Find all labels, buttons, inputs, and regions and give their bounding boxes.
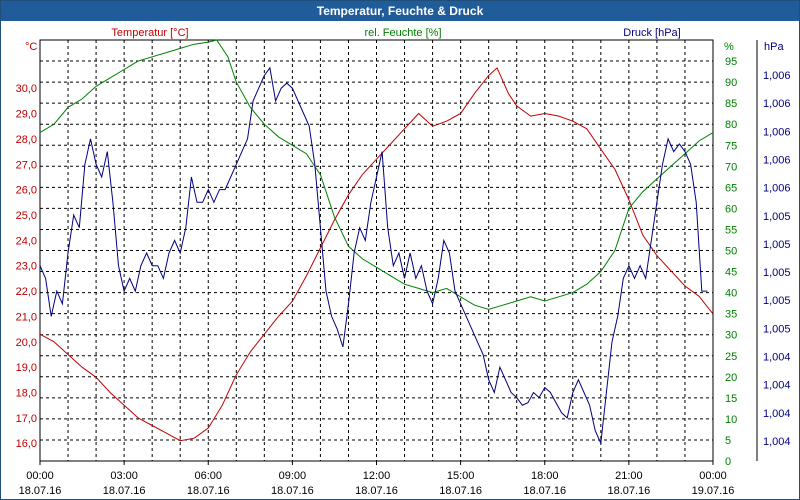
- x-tick-date: 18.07.16: [187, 485, 230, 497]
- humidity-axis-title: rel. Feuchte [%]: [364, 27, 441, 39]
- temperature-tick-label: 29,0: [16, 109, 37, 121]
- pressure-tick-label: 1,006: [763, 183, 791, 195]
- x-tick-time: 15:00: [447, 470, 475, 482]
- temperature-tick-label: 18,0: [16, 388, 37, 400]
- humidity-tick-label: 5: [725, 435, 731, 447]
- x-tick-time: 00:00: [26, 470, 54, 482]
- pressure-tick-label: 1,006: [763, 70, 791, 82]
- humidity-tick-label: 30: [725, 330, 737, 342]
- pressure-unit-label: hPa: [764, 41, 784, 53]
- axis-labels: 00:00 18.07.16 03:00 18.07.16 06:00 18.07.16 0…: [16, 27, 791, 497]
- humidity-tick-label: 80: [725, 119, 737, 131]
- humidity-tick-label: 45: [725, 267, 737, 279]
- temperature-tick-label: 23,0: [16, 261, 37, 273]
- humidity-tick-label: 65: [725, 182, 737, 194]
- x-tick-time: 09:00: [279, 470, 307, 482]
- x-tick-time: 21:00: [615, 470, 643, 482]
- pressure-tick-label: 1,005: [763, 295, 791, 307]
- pressure-axis-title: Druck [hPa]: [623, 27, 680, 39]
- pressure-tick-label: 1,004: [763, 352, 791, 364]
- humidity-tick-label: 55: [725, 224, 737, 236]
- humidity-tick-label: 0: [725, 456, 731, 468]
- temperature-tick-label: 16,0: [16, 438, 37, 450]
- humidity-tick-label: 40: [725, 288, 737, 300]
- pressure-tick-label: 1,004: [763, 380, 791, 392]
- x-tick-date: 19.07.16: [692, 485, 735, 497]
- x-tick-date: 18.07.16: [19, 485, 62, 497]
- x-tick-date: 18.07.16: [355, 485, 398, 497]
- pressure-tick-label: 1,005: [763, 211, 791, 223]
- temperature-tick-label: 27,0: [16, 159, 37, 171]
- pressure-tick-label: 1,005: [763, 267, 791, 279]
- pressure-tick-label: 1,006: [763, 154, 791, 166]
- humidity-tick-label: 60: [725, 203, 737, 215]
- pressure-tick-label: 1,004: [763, 408, 791, 420]
- humidity-tick-label: 35: [725, 309, 737, 321]
- humidity-tick-label: 75: [725, 140, 737, 152]
- x-tick-date: 18.07.16: [523, 485, 566, 497]
- pressure-tick-label: 1,004: [763, 436, 791, 448]
- chart-title: Temperatur, Feuchte & Druck: [1, 1, 799, 21]
- humidity-tick-label: 70: [725, 161, 737, 173]
- temperature-tick-label: 21,0: [16, 311, 37, 323]
- x-tick-time: 00:00: [699, 470, 727, 482]
- humidity-tick-label: 20: [725, 372, 737, 384]
- series-line-temperature: [39, 67, 714, 442]
- x-tick-time: 18:00: [531, 470, 559, 482]
- humidity-tick-label: 95: [725, 56, 737, 68]
- x-tick-time: 06:00: [194, 470, 222, 482]
- temperature-unit-label: °C: [25, 41, 37, 53]
- temperature-tick-label: 20,0: [16, 337, 37, 349]
- temperature-tick-label: 22,0: [16, 286, 37, 298]
- grid: [40, 39, 713, 461]
- temperature-tick-label: 30,0: [16, 83, 37, 95]
- temperature-tick-label: 25,0: [16, 210, 37, 222]
- x-tick-date: 18.07.16: [439, 485, 482, 497]
- series-line-humidity: [39, 39, 714, 310]
- humidity-tick-label: 50: [725, 246, 737, 258]
- humidity-tick-label: 90: [725, 77, 737, 89]
- temperature-tick-label: 24,0: [16, 235, 37, 247]
- x-tick-date: 18.07.16: [103, 485, 146, 497]
- series-line-pressure: [39, 66, 708, 446]
- x-tick-date: 18.07.16: [271, 485, 314, 497]
- humidity-tick-label: 85: [725, 98, 737, 110]
- humidity-unit-label: %: [724, 41, 734, 53]
- temperature-tick-label: 26,0: [16, 185, 37, 197]
- x-tick-date: 18.07.16: [607, 485, 650, 497]
- pressure-tick-label: 1,005: [763, 239, 791, 251]
- humidity-tick-label: 25: [725, 351, 737, 363]
- humidity-tick-label: 15: [725, 393, 737, 405]
- x-tick-time: 03:00: [110, 470, 138, 482]
- pressure-tick-label: 1,005: [763, 323, 791, 335]
- temperature-tick-label: 19,0: [16, 362, 37, 374]
- temperature-tick-label: 28,0: [16, 134, 37, 146]
- temperature-tick-label: 17,0: [16, 413, 37, 425]
- x-tick-time: 12:00: [363, 470, 391, 482]
- pressure-tick-label: 1,006: [763, 126, 791, 138]
- humidity-tick-label: 10: [725, 414, 737, 426]
- temperature-axis-title: Temperatur [°C]: [111, 27, 188, 39]
- series-lines: [39, 39, 714, 446]
- pressure-tick-label: 1,006: [763, 98, 791, 110]
